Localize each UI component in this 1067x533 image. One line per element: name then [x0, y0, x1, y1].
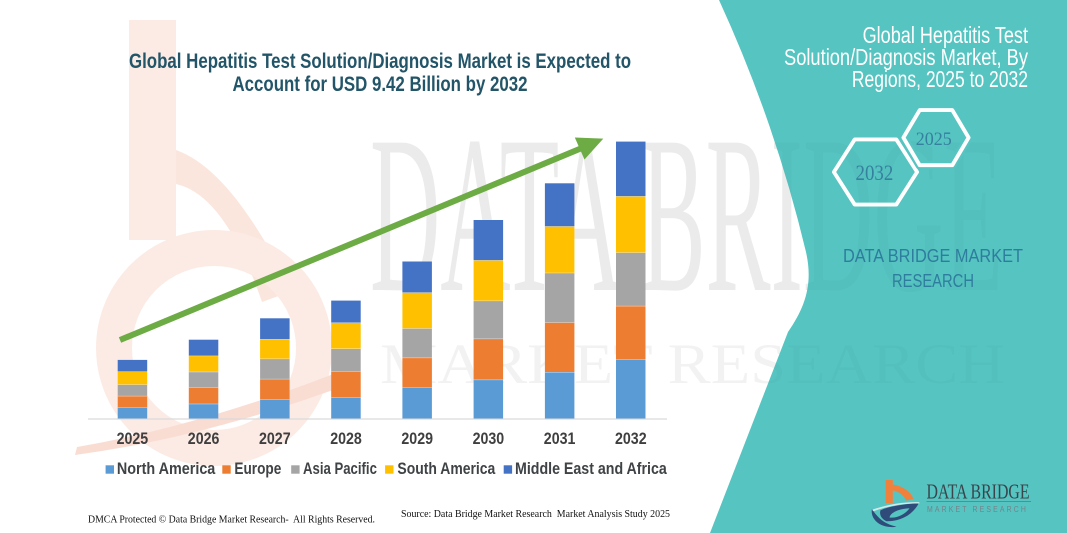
svg-text:2028: 2028	[330, 429, 362, 448]
svg-text:2032: 2032	[856, 160, 894, 185]
svg-text:Global Hepatitis Test: Global Hepatitis Test	[863, 22, 1029, 48]
svg-text:Middle East and Africa: Middle East and Africa	[515, 459, 667, 478]
svg-text:2030: 2030	[473, 429, 505, 448]
svg-text:2029: 2029	[401, 429, 433, 448]
svg-text:Europe: Europe	[234, 459, 281, 478]
svg-text:2025: 2025	[117, 429, 149, 448]
svg-text:Solution/Diagnosis Market, By: Solution/Diagnosis Market, By	[784, 44, 1028, 70]
svg-text:Asia Pacific: Asia Pacific	[303, 459, 377, 478]
svg-text:2027: 2027	[259, 429, 291, 448]
svg-text:2032: 2032	[615, 429, 647, 448]
svg-text:RESEARCH: RESEARCH	[892, 271, 974, 291]
svg-text:Regions, 2025 to 2032: Regions, 2025 to 2032	[852, 66, 1028, 92]
svg-text:2031: 2031	[544, 429, 576, 448]
svg-text:2025: 2025	[916, 130, 952, 150]
svg-text:2026: 2026	[188, 429, 220, 448]
svg-text:MARKET RESEARCH: MARKET RESEARCH	[927, 505, 1028, 514]
svg-text:Global Hepatitis Test Solution: Global Hepatitis Test Solution/Diagnosis…	[129, 50, 631, 73]
svg-text:South America: South America	[397, 459, 496, 478]
svg-text:DMCA Protected © Data Bridge M: DMCA Protected © Data Bridge Market Rese…	[88, 514, 375, 526]
svg-text:North America: North America	[117, 459, 216, 478]
svg-text:Source: Data Bridge Market Res: Source: Data Bridge Market Research Mark…	[401, 509, 670, 520]
svg-text:DATA BRIDGE MARKET: DATA BRIDGE MARKET	[843, 246, 1023, 266]
svg-text:DATA BRIDGE: DATA BRIDGE	[927, 480, 1030, 504]
svg-text:Account for USD 9.42 Billion b: Account for USD 9.42 Billion by 2032	[233, 73, 528, 96]
